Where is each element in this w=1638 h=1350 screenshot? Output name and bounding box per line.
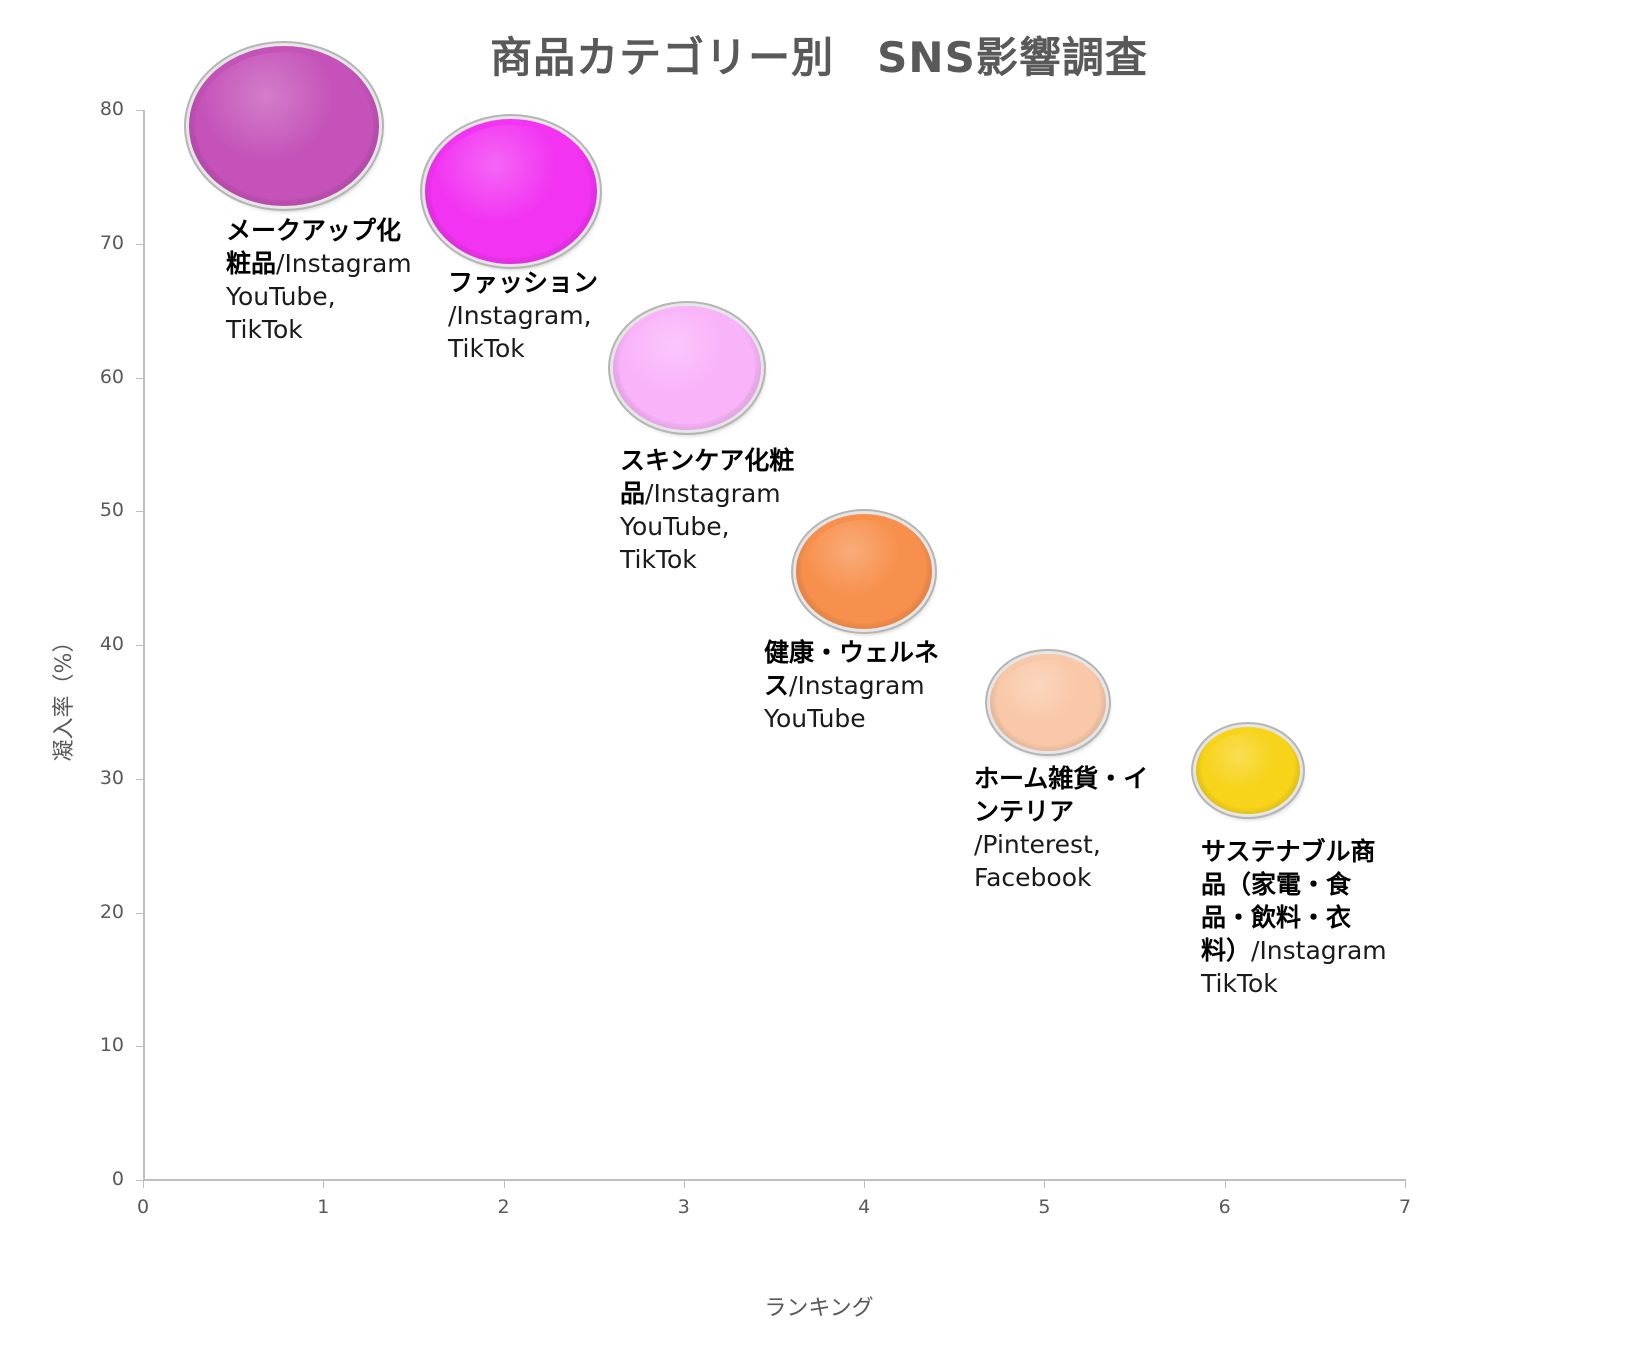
y-tick-mark <box>136 645 144 646</box>
bubble-highlight <box>430 125 591 258</box>
y-tick-label: 60 <box>99 365 124 388</box>
x-tick-mark <box>1405 1180 1406 1188</box>
x-tick-mark <box>683 1180 685 1188</box>
bubble-highlight <box>802 520 927 623</box>
data-label-home: ホーム雑貨・イ ンテリア /Pinterest, Facebook <box>974 764 1149 892</box>
bubble-point <box>796 514 933 629</box>
x-tick-mark <box>323 1180 325 1188</box>
chart-title: 商品カテゴリー別 SNS影響調査 <box>490 33 1148 82</box>
x-tick-label: 6 <box>1218 1196 1231 1218</box>
y-tick-label: 0 <box>111 1168 124 1190</box>
bubble-point <box>424 119 597 264</box>
x-tick-label: 7 <box>1398 1196 1412 1218</box>
y-tick-label: 50 <box>99 499 124 522</box>
y-tick-label: 70 <box>99 231 124 254</box>
bubble-point <box>1196 727 1301 815</box>
bubble-point <box>613 305 762 431</box>
y-tick-mark <box>136 1180 144 1181</box>
y-tick-mark <box>136 912 144 914</box>
data-label-health: 健康・ウェルネ ス/Instagram YouTube <box>764 638 940 733</box>
x-tick-label: 2 <box>497 1196 510 1218</box>
y-tick-label: 40 <box>99 633 124 655</box>
y-axis-line <box>143 110 145 1181</box>
y-tick-mark <box>136 1046 144 1048</box>
bubble-highlight <box>194 52 373 200</box>
data-label-makeup: メークアップ化 粧品/Instagram YouTube, TikTok <box>226 216 412 344</box>
bubble-point <box>990 653 1107 752</box>
bubble-highlight <box>1202 733 1295 809</box>
x-axis-label: ランキング <box>764 1296 874 1321</box>
y-tick-mark <box>136 110 144 111</box>
x-tick-label: 0 <box>136 1196 150 1218</box>
data-label-sustainable: サステナブル商 品（家電・食 品・飲料・衣 料）/Instagram TikTo… <box>1201 837 1387 998</box>
bubble-highlight <box>619 311 756 425</box>
y-tick-mark <box>136 243 144 245</box>
y-tick-label: 20 <box>99 900 124 923</box>
bubble-highlight <box>996 659 1101 746</box>
x-tick-label: 1 <box>317 1196 330 1218</box>
y-tick-mark <box>136 377 144 379</box>
x-tick-mark <box>503 1180 505 1188</box>
x-tick-label: 4 <box>858 1196 871 1218</box>
data-label-skincare: スキンケア化粧 品/Instagram YouTube, TikTok <box>620 446 795 574</box>
x-tick-mark <box>143 1180 144 1188</box>
y-tick-mark <box>136 511 144 513</box>
x-tick-mark <box>1044 1180 1046 1188</box>
y-tick-mark <box>136 778 144 780</box>
x-axis-line <box>143 1179 1406 1181</box>
y-axis-label: 凝入率（%） <box>52 630 77 762</box>
y-tick-label: 80 <box>99 98 124 120</box>
x-tick-mark <box>1224 1180 1226 1188</box>
data-label-fashion: ファッション /Instagram, TikTok <box>448 268 599 363</box>
bubble-point <box>188 46 379 206</box>
x-tick-label: 3 <box>677 1196 690 1218</box>
x-tick-label: 5 <box>1038 1196 1051 1218</box>
y-tick-label: 30 <box>99 766 124 789</box>
x-tick-mark <box>864 1180 866 1188</box>
y-tick-label: 10 <box>99 1034 124 1057</box>
